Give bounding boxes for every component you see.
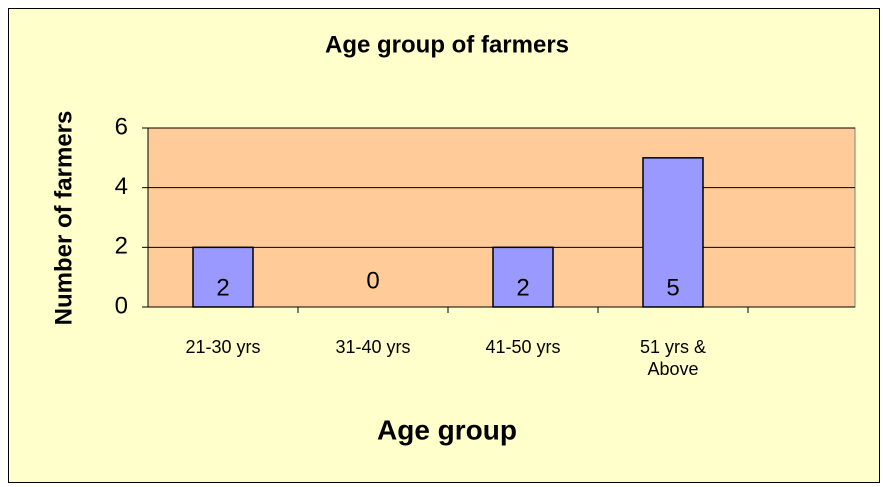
x-tick-label: 31-40 yrs [335, 337, 411, 357]
y-axis-label: Number of farmers [50, 111, 77, 326]
y-tick-label: 4 [115, 173, 128, 200]
data-label: 2 [516, 274, 529, 301]
data-label: 0 [366, 267, 379, 294]
x-tick-label: 41-50 yrs [485, 337, 561, 357]
data-label: 5 [666, 274, 679, 301]
x-tick-label: 51 yrs & Above [639, 337, 707, 379]
y-tick-label: 6 [115, 113, 128, 140]
y-tick-label: 2 [115, 233, 128, 260]
bar [192, 246, 254, 308]
x-axis-label: Age group [377, 414, 517, 445]
data-label: 2 [216, 274, 229, 301]
y-tick-label: 0 [115, 292, 128, 319]
x-tick-label: 21-30 yrs [185, 337, 261, 357]
chart-title: Age group of farmers [325, 31, 569, 58]
bar [642, 157, 704, 308]
bar [492, 246, 554, 308]
